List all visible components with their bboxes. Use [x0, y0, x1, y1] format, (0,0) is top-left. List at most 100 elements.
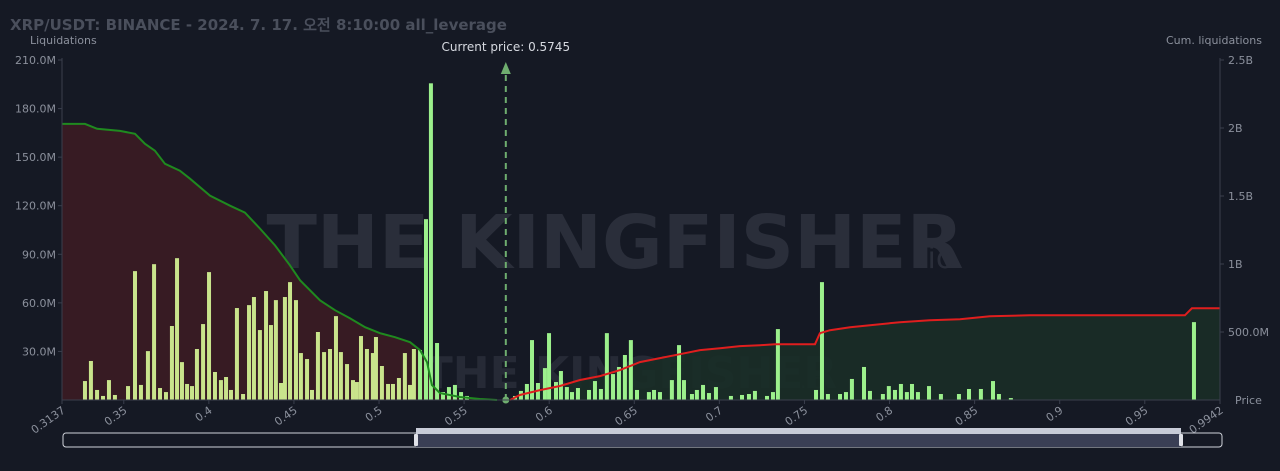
bar [328, 349, 333, 400]
bar [542, 368, 547, 400]
bar [441, 392, 446, 400]
bar [814, 389, 819, 400]
bar [681, 380, 686, 400]
bar [234, 308, 239, 400]
y-tick-label: 180.0M [15, 103, 56, 116]
bar [843, 392, 848, 400]
bar [689, 394, 694, 400]
bar [158, 388, 163, 400]
bar [402, 353, 407, 400]
y-tick-label: 120.0M [15, 200, 56, 213]
bar [616, 366, 621, 400]
y2-tick-label: 1B [1228, 258, 1243, 271]
bar [338, 352, 343, 400]
bar [411, 349, 416, 400]
bar [752, 390, 757, 400]
cum-line [62, 122, 498, 401]
y-tick-label: 210.0M [15, 54, 56, 67]
bar [101, 395, 106, 400]
bar [628, 340, 633, 400]
bar [224, 377, 229, 400]
bar [775, 329, 780, 400]
bar [282, 297, 287, 400]
bar [635, 389, 640, 400]
bar [452, 384, 457, 400]
scrollbar-handle[interactable] [416, 428, 1181, 434]
bar [279, 383, 284, 400]
bar [1191, 322, 1196, 400]
bar [915, 392, 920, 400]
bar [350, 380, 355, 400]
bar [770, 392, 775, 400]
bar [345, 364, 350, 400]
bar [288, 282, 293, 400]
bar [867, 390, 872, 400]
bar [554, 382, 559, 400]
bar [126, 386, 131, 400]
bar [194, 349, 199, 400]
bar [694, 389, 699, 400]
bar [428, 83, 433, 401]
watermark: THE KINGFISHER [266, 200, 963, 286]
bar [133, 271, 138, 400]
bar [446, 387, 451, 400]
bar [909, 383, 914, 400]
bar [904, 392, 909, 400]
bar [598, 388, 603, 400]
bar [701, 384, 706, 400]
bar-layer [82, 83, 1196, 401]
y2-tick-label: 2.5B [1228, 54, 1253, 67]
bar [386, 383, 391, 400]
bar [713, 387, 718, 400]
bar [264, 291, 269, 400]
scrollbar-grip[interactable] [1179, 434, 1183, 446]
bar [423, 219, 428, 400]
bar [657, 392, 662, 400]
bar [228, 389, 233, 400]
bar [305, 359, 310, 400]
bar [207, 272, 212, 400]
bar [247, 305, 252, 400]
bar [315, 332, 320, 400]
bar [575, 388, 580, 400]
bar [407, 384, 412, 400]
bar [364, 349, 369, 400]
bar [138, 384, 143, 400]
bar [212, 371, 217, 400]
bar [373, 337, 378, 400]
bar [990, 381, 995, 400]
bar [765, 395, 770, 400]
bar [622, 354, 627, 400]
bar [646, 392, 651, 400]
bar [218, 380, 223, 400]
bar [996, 394, 1001, 400]
bar [257, 330, 262, 400]
bar [669, 380, 674, 400]
bar [396, 377, 401, 400]
bar [938, 394, 943, 400]
bar [819, 282, 824, 400]
y2-tick-label: 1.5B [1228, 190, 1253, 203]
y-axis-label: Liquidations [30, 34, 97, 47]
bar [190, 386, 195, 400]
bar [201, 324, 206, 400]
scrollbar-grip[interactable] [414, 434, 418, 446]
bar [927, 386, 932, 400]
bar [978, 388, 983, 400]
bar [273, 300, 278, 400]
bar [728, 395, 733, 400]
y-tick-label: 60.0M [22, 297, 56, 310]
bar [459, 392, 464, 400]
bar [849, 378, 854, 400]
bar [604, 333, 609, 400]
y2-tick-label: 500.0M [1228, 326, 1269, 339]
bar [524, 383, 529, 400]
bar [435, 343, 440, 400]
bar [309, 389, 314, 400]
bar [677, 345, 682, 400]
bar [739, 394, 744, 400]
annotation: Current price: 0.5745 [441, 40, 570, 54]
bar [1008, 398, 1013, 400]
bar [862, 366, 867, 400]
bar [241, 394, 246, 400]
